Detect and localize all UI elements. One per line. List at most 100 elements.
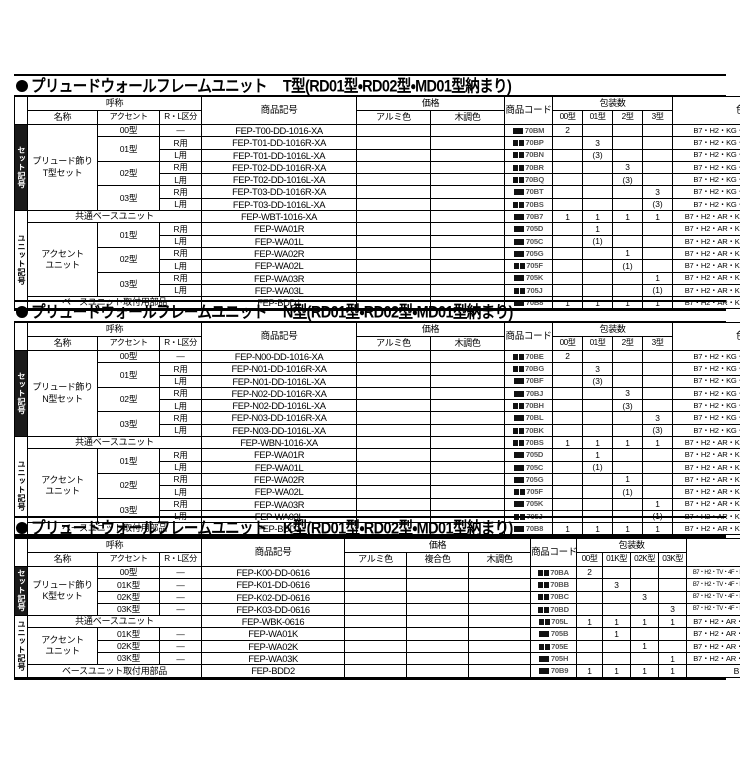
packing-qty-3: 1 <box>642 271 674 285</box>
price-cell-0 <box>344 664 408 678</box>
packing-qty-2: 3 <box>612 160 644 175</box>
product-code-value: 705F <box>504 485 554 499</box>
header-pack-03: 3型 <box>642 336 674 351</box>
rl-division: R用 <box>158 448 203 462</box>
product-code-value: 70BC <box>530 590 578 604</box>
product-code-text: 70BM <box>524 125 545 135</box>
packing-qty-2 <box>630 652 660 666</box>
color-swatch-icon <box>513 439 519 446</box>
price-cell-0 <box>356 362 432 376</box>
color-list: B7・H2・KG・YF・YA・W6 <box>672 197 740 212</box>
product-code-text: 70BB <box>550 580 569 590</box>
filled-circle-bullet-icon <box>16 79 28 92</box>
table-row-common-base: ユニット記号 共通ベースユニット FEP-WBT-1016-XA 70B7 1 1 1 1 B7… <box>14 210 740 310</box>
product-code-text: 70B7 <box>525 211 544 221</box>
color-swatch-icon <box>513 526 519 532</box>
packing-qty-2 <box>612 136 644 150</box>
rl-division: — <box>158 627 203 641</box>
header-price-alumi: アルミ色 <box>356 336 432 351</box>
packing-qty-0 <box>552 271 584 285</box>
packing-qty-2: (3) <box>612 399 644 413</box>
price-cell-0 <box>356 386 432 401</box>
color-swatch-icon <box>513 390 519 397</box>
color-swatch-icon <box>513 140 519 147</box>
color-swatch-icon <box>519 300 525 306</box>
price-cell-1 <box>430 423 506 438</box>
header-name: 名称 <box>27 110 98 125</box>
header-pack-00: 00型 <box>552 336 584 351</box>
table-row: 02K型—FEP-WA02K 705E 1 B7・H2・AR・KG・YF・YA・W6 <box>15 639 740 654</box>
product-symbol: FEP-WA02L <box>201 485 358 499</box>
table-row: 01K型—FEP-K01-DD-0616 70BB 3 B7・H2・TV・4F・MQ・… <box>15 578 740 592</box>
price-cell-1 <box>430 197 506 212</box>
color-list: B7・H2・AR・KG・YF・YA・W6 <box>672 522 740 536</box>
rl-division: R用 <box>158 362 203 376</box>
price-cell-1 <box>430 222 506 236</box>
packing-qty-0 <box>552 399 584 413</box>
product-symbol: FEP-K03-DD-0616 <box>201 602 346 617</box>
header-name: 名称 <box>27 552 98 567</box>
header-group-price: 価格 <box>356 322 506 337</box>
product-symbol: FEP-K00-DD-0616 <box>201 565 346 580</box>
product-code-text: 70BC <box>550 592 569 602</box>
color-swatch-icon <box>543 582 549 589</box>
price-cell-0 <box>356 222 432 236</box>
product-code-text: 70BE <box>525 351 544 361</box>
header-price-wood: 木調色 <box>468 552 532 567</box>
price-cell-0 <box>356 259 432 273</box>
side-label-set-symbol-text: セット記号 <box>17 371 26 415</box>
rl-division: L用 <box>158 374 203 388</box>
product-symbol: FEP-WA02K <box>201 639 346 654</box>
color-swatch-icon <box>513 353 519 360</box>
packing-qty-1 <box>582 123 614 138</box>
table-body-set-k: セット記号 プリュード飾り K型セット 00型 — FEP-K00-DD-0616 70BA… <box>14 565 740 678</box>
color-swatch-icon <box>538 631 544 638</box>
packing-qty-3 <box>658 639 688 654</box>
color-list: B7・H2・AR・KG・YF・YA・W6 <box>672 246 740 261</box>
header-pack-03: 3型 <box>642 110 674 125</box>
header-pack-02k: 02K型 <box>630 552 660 567</box>
spec-table-t: 呼称 商品記号 価格 商品コード 包装数 色 名称 アクセント R・L区分 アル… <box>14 96 740 310</box>
header-color: 色 <box>672 96 740 125</box>
color-swatch-icon <box>538 655 544 662</box>
product-symbol: FEP-WA03R <box>201 497 358 511</box>
header-pack-01: 01型 <box>582 110 614 125</box>
product-code-text: 705K <box>525 499 544 509</box>
packing-qty-1: 1 <box>602 615 632 629</box>
product-code-value: 705B <box>530 627 578 641</box>
color-swatch-icon <box>538 569 544 576</box>
packing-qty-3 <box>642 399 674 413</box>
color-swatch-icon <box>519 263 525 270</box>
color-swatch-icon <box>519 226 525 233</box>
rl-division: R用 <box>158 271 203 285</box>
packing-qty-0 <box>576 627 604 641</box>
color-list: B7・H2・TV・4F・MQ・AN・JQ・SI・PV・4D <box>687 565 740 580</box>
product-code-text: 70BH <box>525 401 544 411</box>
accent-unit-name: アクセント ユニット <box>27 448 98 524</box>
price-cell-1 <box>430 522 506 536</box>
price-cell-1 <box>430 259 506 273</box>
product-symbol: FEP-WA02R <box>201 246 358 261</box>
product-code-value: 70BT <box>504 185 554 199</box>
set-name: プリュード飾り T型セット <box>27 123 98 212</box>
color-swatch-icon <box>519 452 525 459</box>
product-code-value: 705H <box>530 652 578 666</box>
price-cell-0 <box>344 639 408 654</box>
side-label-set-symbol-text: セット記号 <box>17 145 26 189</box>
base-unit-parts-label: ベースユニット取付用部品 <box>26 522 203 536</box>
price-cell-0 <box>344 578 408 592</box>
color-swatch-icon <box>538 606 544 613</box>
product-symbol: FEP-N03-DD-1016R-XA <box>201 411 358 425</box>
packing-qty-3 <box>642 173 674 187</box>
color-swatch-icon <box>513 213 519 220</box>
header-rl: R・L区分 <box>158 336 203 351</box>
base-unit-parts-label: ベースユニット取付用部品 <box>26 296 203 310</box>
packing-qty-2 <box>612 271 644 285</box>
packing-qty-2 <box>612 460 644 474</box>
product-symbol: FEP-WA01L <box>201 460 358 474</box>
price-cell-1 <box>430 448 506 462</box>
packing-qty-0 <box>576 578 604 592</box>
packing-qty-0 <box>552 485 584 499</box>
